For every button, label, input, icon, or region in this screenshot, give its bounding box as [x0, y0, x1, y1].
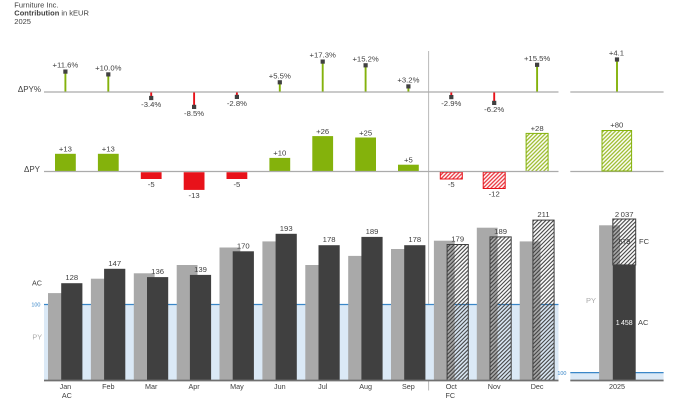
svg-text:+80: +80: [610, 121, 623, 130]
svg-text:2025: 2025: [609, 382, 625, 391]
svg-text:Apr: Apr: [189, 382, 201, 391]
svg-text:FC: FC: [639, 237, 650, 246]
svg-text:PY: PY: [586, 296, 596, 305]
svg-text:+5.5%: +5.5%: [269, 71, 291, 80]
svg-text:AC: AC: [638, 318, 649, 327]
svg-text:-2.9%: -2.9%: [441, 99, 461, 108]
svg-text:189: 189: [494, 227, 507, 236]
svg-text:-8.5%: -8.5%: [184, 109, 204, 118]
svg-text:-12: -12: [489, 190, 500, 199]
svg-text:PY: PY: [32, 333, 42, 342]
svg-text:Aug: Aug: [359, 382, 372, 391]
svg-text:ΔPY: ΔPY: [24, 165, 41, 174]
svg-text:+13: +13: [102, 145, 115, 154]
svg-text:May: May: [230, 382, 244, 391]
svg-text:2025: 2025: [14, 17, 31, 26]
svg-text:+25: +25: [359, 128, 372, 137]
svg-text:Furniture Inc.: Furniture Inc.: [14, 0, 58, 9]
svg-text:+13: +13: [59, 145, 72, 154]
svg-text:+17.3%: +17.3%: [310, 51, 336, 60]
svg-text:Sep: Sep: [402, 382, 415, 391]
svg-text:-5: -5: [148, 180, 155, 189]
svg-text:-5: -5: [233, 180, 240, 189]
svg-text:-5: -5: [448, 180, 455, 189]
svg-text:2 037: 2 037: [615, 210, 634, 219]
svg-text:+15.2%: +15.2%: [352, 54, 378, 63]
svg-text:-3.4%: -3.4%: [141, 100, 161, 109]
svg-text:178: 178: [323, 235, 336, 244]
svg-text:579: 579: [619, 239, 631, 246]
svg-text:+26: +26: [316, 127, 329, 136]
svg-text:-2.8%: -2.8%: [227, 99, 247, 108]
svg-text:Feb: Feb: [102, 382, 114, 391]
svg-text:1 458: 1 458: [616, 320, 633, 327]
svg-text:Contribution in kEUR: Contribution in kEUR: [14, 9, 89, 18]
svg-text:+28: +28: [531, 124, 544, 133]
svg-text:Mar: Mar: [145, 382, 158, 391]
svg-text:100: 100: [31, 302, 40, 308]
svg-text:+15.5%: +15.5%: [524, 54, 550, 63]
svg-text:100: 100: [557, 371, 566, 377]
svg-text:ΔPY%: ΔPY%: [18, 85, 41, 94]
svg-text:Jan: Jan: [60, 382, 72, 391]
svg-text:179: 179: [451, 235, 464, 244]
svg-text:-6.2%: -6.2%: [484, 105, 504, 114]
svg-text:+11.6%: +11.6%: [53, 61, 79, 70]
svg-text:-13: -13: [189, 191, 200, 200]
svg-text:+5: +5: [404, 156, 413, 165]
svg-text:189: 189: [366, 227, 379, 236]
svg-text:Oct: Oct: [446, 382, 457, 391]
svg-text:178: 178: [408, 235, 421, 244]
svg-text:Jun: Jun: [274, 382, 286, 391]
svg-text:193: 193: [280, 224, 293, 233]
svg-text:128: 128: [65, 273, 78, 282]
svg-text:FC: FC: [446, 391, 456, 400]
svg-text:+3.2%: +3.2%: [397, 75, 419, 84]
svg-text:Nov: Nov: [488, 382, 501, 391]
svg-text:147: 147: [108, 259, 121, 268]
svg-text:+10: +10: [273, 149, 286, 158]
svg-text:+4.1: +4.1: [609, 49, 624, 58]
svg-text:+10.0%: +10.0%: [95, 63, 121, 72]
svg-text:136: 136: [151, 267, 164, 276]
svg-text:AC: AC: [32, 279, 42, 288]
svg-text:139: 139: [194, 265, 207, 274]
svg-text:211: 211: [537, 210, 549, 219]
svg-text:170: 170: [237, 241, 250, 250]
svg-text:AC: AC: [62, 391, 72, 400]
svg-text:Dec: Dec: [531, 382, 544, 391]
svg-text:Jul: Jul: [318, 382, 328, 391]
